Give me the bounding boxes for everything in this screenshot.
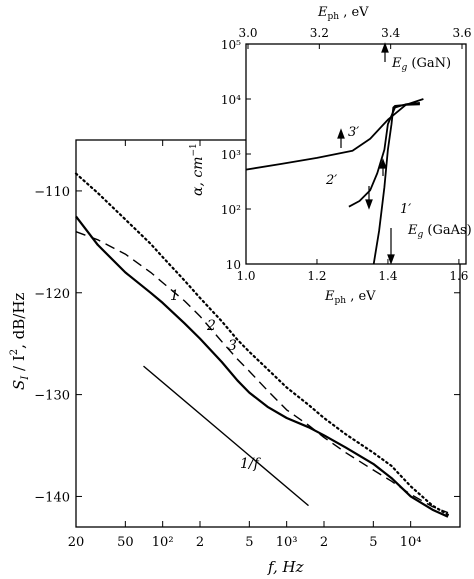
curve-label-1: 1 bbox=[170, 288, 179, 304]
inset-top-tick-label: 3.6 bbox=[452, 26, 471, 40]
curve-label-3: 3 bbox=[228, 338, 237, 354]
inset-series-line-3 bbox=[245, 98, 424, 171]
main-x-tick-label: 10³ bbox=[276, 535, 298, 550]
main-y-ticks: −110 −120 −130 −140 bbox=[34, 185, 460, 505]
main-x-ticks: 20 50 10² 2 5 10³ 2 5 10⁴ bbox=[68, 140, 422, 550]
inset-top-axis-label: Eph , eV bbox=[317, 5, 369, 22]
arrow-3p-head bbox=[337, 128, 345, 139]
main-x-axis-label: f, Hz bbox=[267, 558, 304, 576]
inset-y-axis-label: α, cm−1 bbox=[189, 143, 206, 196]
main-x-tick-label: 10² bbox=[152, 535, 174, 550]
main-x-tick-label: 2 bbox=[196, 535, 204, 550]
inset-curve-label-2p: 2′ bbox=[325, 173, 337, 188]
main-y-tick-label: −120 bbox=[34, 287, 70, 302]
main-x-tick-label: 20 bbox=[68, 535, 85, 550]
arrow-eg-gaas-head bbox=[387, 254, 395, 265]
inset-chart: 1.0 1.2 1.4 1.6 3.0 3.2 3.4 3.6 10 10² 10³ 10⁴ 10⁵… bbox=[189, 5, 472, 306]
main-y-axis-label: SI / I2, dB/Hz bbox=[9, 293, 31, 390]
inset-x-tick-label: 1.2 bbox=[307, 269, 326, 283]
inset-x-tick-label: 1.4 bbox=[378, 269, 397, 283]
inset-bottom-axis-label: Eph , eV bbox=[324, 289, 376, 306]
arrow-2p-head bbox=[365, 199, 373, 210]
inset-x-tick-label: 1.6 bbox=[449, 269, 468, 283]
main-x-tick-label: 5 bbox=[245, 535, 253, 550]
inset-top-tick-label: 3.2 bbox=[310, 26, 329, 40]
main-series-group bbox=[74, 172, 450, 518]
curve-label-1f: 1/f bbox=[240, 456, 262, 472]
inset-top-tick-label: 3.0 bbox=[238, 26, 257, 40]
inset-top-x-ticks: 3.0 3.2 3.4 3.6 bbox=[238, 26, 472, 49]
inset-arrows bbox=[337, 42, 395, 265]
inset-top-tick-label: 3.4 bbox=[381, 26, 400, 40]
main-x-tick-label: 2 bbox=[320, 535, 328, 550]
inset-x-ticks: 1.0 1.2 1.4 1.6 bbox=[236, 259, 468, 283]
main-series-line-3 bbox=[74, 172, 450, 516]
main-x-tick-label: 50 bbox=[117, 535, 134, 550]
arrow-eg-gan-head bbox=[381, 42, 389, 53]
curve-label-2: 2 bbox=[206, 318, 216, 334]
inset-y-ticks: 10 10² 10³ 10⁴ 10⁵ bbox=[221, 38, 251, 272]
main-series-line-1-f bbox=[143, 365, 309, 507]
main-chart: 20 50 10² 2 5 10³ 2 5 10⁴ −110 −120 −130 −140 1 2 3… bbox=[9, 139, 461, 576]
inset-series-line-1 bbox=[372, 103, 420, 265]
inset-series-group bbox=[245, 98, 424, 265]
inset-y-tick-label: 10² bbox=[221, 203, 241, 217]
inset-y-tick-label: 10³ bbox=[221, 148, 241, 162]
main-y-tick-label: −130 bbox=[34, 389, 70, 404]
arrow-1p-head bbox=[379, 158, 387, 169]
inset-curve-label-3p: 3′ bbox=[348, 125, 359, 140]
inset-y-tick-label: 10⁵ bbox=[221, 38, 241, 52]
main-x-tick-label: 5 bbox=[369, 535, 377, 550]
main-series-line-2 bbox=[75, 231, 449, 514]
inset-eg-gan-label: Eg (GaN) bbox=[391, 56, 451, 73]
main-x-tick-label: 10⁴ bbox=[400, 535, 422, 550]
main-y-tick-label: −110 bbox=[34, 185, 70, 200]
inset-y-tick-label: 10⁴ bbox=[221, 93, 241, 107]
inset-curve-label-1p: 1′ bbox=[400, 202, 411, 217]
inset-eg-gaas-label: Eg (GaAs) bbox=[407, 223, 472, 240]
main-y-tick-label: −140 bbox=[34, 490, 70, 505]
main-series-line-1 bbox=[75, 215, 449, 518]
inset-y-tick-label: 10 bbox=[226, 258, 241, 272]
inset-x-tick-label: 1.0 bbox=[236, 269, 255, 283]
inset-background bbox=[246, 44, 466, 264]
